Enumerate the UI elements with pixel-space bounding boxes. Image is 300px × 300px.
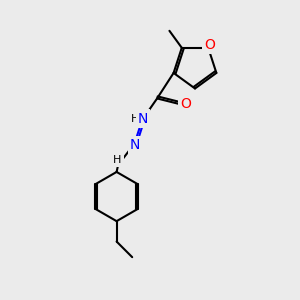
Text: N: N	[138, 112, 148, 126]
Text: H: H	[131, 114, 140, 124]
Text: O: O	[204, 38, 215, 52]
Text: O: O	[180, 97, 191, 111]
Text: N: N	[130, 138, 140, 152]
Text: H: H	[113, 155, 122, 165]
